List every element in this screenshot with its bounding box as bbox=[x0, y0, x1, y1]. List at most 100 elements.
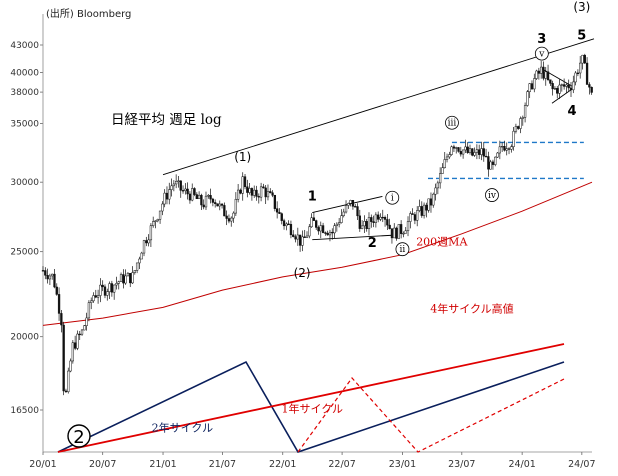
candle-body bbox=[273, 195, 277, 209]
candle-body bbox=[315, 220, 318, 228]
candle-body bbox=[103, 286, 107, 296]
candle-body bbox=[429, 198, 433, 206]
x-tick-label: 24/07 bbox=[568, 459, 595, 470]
candle-body bbox=[246, 186, 249, 193]
candle-body bbox=[425, 204, 428, 211]
candle-body bbox=[503, 145, 506, 151]
candle-body bbox=[294, 236, 297, 240]
candle-body bbox=[365, 221, 368, 230]
wave-label-2: 2 bbox=[368, 236, 377, 251]
candle-body bbox=[298, 234, 302, 246]
candle-body bbox=[514, 126, 518, 132]
candle-body bbox=[533, 78, 536, 90]
candle-body bbox=[471, 148, 474, 156]
y-tick-label: 43000 bbox=[10, 41, 39, 51]
candle-body bbox=[131, 272, 134, 284]
candle-body bbox=[572, 81, 575, 91]
candle-body bbox=[71, 342, 74, 362]
candle-body bbox=[521, 117, 524, 119]
candle-body bbox=[197, 194, 201, 199]
candle-body bbox=[92, 295, 95, 302]
candle-body bbox=[41, 270, 45, 272]
x-tick-label: 21/01 bbox=[149, 459, 176, 470]
candle-body bbox=[379, 216, 382, 220]
candle-body bbox=[333, 225, 336, 234]
candle-body bbox=[55, 286, 58, 295]
candle-body bbox=[138, 258, 141, 264]
candle-body bbox=[448, 154, 451, 158]
candle-body bbox=[218, 203, 221, 207]
wave-label-circle bbox=[534, 46, 549, 61]
candle-body bbox=[292, 234, 295, 237]
candle-body bbox=[285, 223, 288, 227]
candle-body bbox=[239, 189, 242, 194]
candle-body bbox=[347, 203, 350, 206]
candle-body bbox=[305, 235, 309, 238]
candle-body bbox=[354, 206, 357, 208]
candle-body bbox=[69, 360, 72, 372]
annotation-label: 1年サイクル bbox=[282, 401, 343, 415]
candle-body bbox=[168, 189, 171, 200]
candle-body bbox=[549, 79, 552, 84]
candle-body bbox=[51, 273, 54, 277]
candle-body bbox=[377, 214, 380, 220]
candle-body bbox=[264, 187, 267, 198]
candle-body bbox=[505, 148, 508, 151]
candle-body bbox=[388, 224, 391, 229]
trendlines bbox=[162, 38, 595, 241]
candle-body bbox=[94, 295, 97, 298]
candle-body bbox=[480, 148, 483, 155]
candle-body bbox=[133, 270, 136, 273]
candle-body bbox=[177, 180, 180, 182]
candle-body bbox=[434, 187, 437, 195]
candle-body bbox=[363, 221, 366, 227]
candle-body bbox=[574, 72, 577, 83]
candle-body bbox=[236, 189, 240, 200]
candle-body bbox=[326, 232, 329, 236]
candle-body bbox=[250, 188, 254, 196]
candle-body bbox=[99, 284, 102, 296]
candle-body bbox=[360, 225, 364, 229]
candle-body bbox=[439, 173, 442, 184]
x-tick-label: 20/01 bbox=[29, 459, 56, 470]
candle-body bbox=[259, 186, 263, 198]
candle-body bbox=[204, 195, 208, 208]
candle-body bbox=[588, 84, 591, 88]
ma200-series bbox=[42, 181, 593, 326]
candle-body bbox=[308, 226, 311, 237]
candle-body bbox=[507, 148, 511, 150]
candle-body bbox=[64, 390, 68, 393]
candle-body bbox=[500, 145, 504, 148]
candle-body bbox=[498, 146, 501, 154]
candle-body bbox=[523, 105, 527, 118]
x-tick-label: 22/07 bbox=[328, 459, 355, 470]
candle-body bbox=[409, 213, 412, 222]
candle-body bbox=[85, 317, 88, 326]
candle-body bbox=[232, 212, 235, 219]
candle-body bbox=[276, 208, 279, 213]
candle-body bbox=[241, 176, 244, 194]
candle-body bbox=[255, 189, 258, 197]
candle-body bbox=[340, 215, 343, 223]
candle-body bbox=[432, 193, 435, 206]
candle-body bbox=[211, 198, 215, 203]
candle-body bbox=[248, 188, 251, 193]
candle-body bbox=[214, 202, 217, 204]
x-axis-ticks: 20/01 20/07 21/01 21/07 22/01 22/07 23/01 23/07… bbox=[29, 451, 596, 470]
candle-body bbox=[161, 203, 164, 212]
candle-body bbox=[484, 155, 488, 158]
candle-body bbox=[459, 151, 462, 155]
candle-body bbox=[106, 291, 109, 296]
candle-body bbox=[149, 225, 153, 241]
y-tick-label: 30000 bbox=[10, 178, 39, 188]
candle-body bbox=[331, 231, 334, 234]
candle-body bbox=[413, 214, 417, 221]
x-tick-label: 22/01 bbox=[269, 459, 296, 470]
candle-body bbox=[581, 54, 584, 64]
candle-body bbox=[195, 194, 198, 199]
candle-body bbox=[78, 333, 81, 336]
candle-body bbox=[227, 218, 231, 222]
wave-label-v: v bbox=[538, 50, 545, 60]
x-tick-label: 20/07 bbox=[89, 459, 116, 470]
candle-body bbox=[145, 240, 148, 244]
